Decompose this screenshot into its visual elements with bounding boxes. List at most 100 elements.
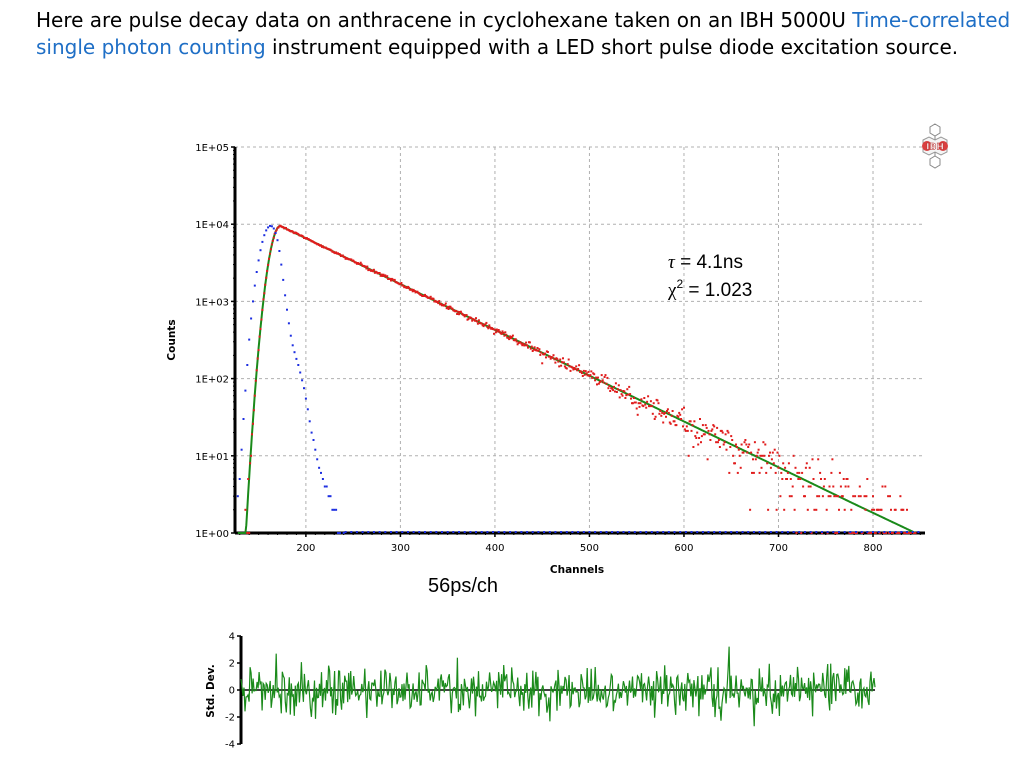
decay-point [579,370,582,373]
decay-point [444,302,447,305]
decay-point [581,375,584,377]
decay-point [748,443,751,446]
residuals-y-tick-label: 2 [229,659,235,670]
irf-baseline-point [684,531,687,533]
irf-point [303,387,305,390]
irf-baseline-point [429,531,432,533]
decay-point [884,485,887,488]
decay-point [788,495,791,498]
decay-point [263,292,266,295]
decay-point [269,252,271,255]
decay-point [611,387,614,390]
decay-point [563,365,566,368]
decay-point [850,508,853,511]
decay-point [474,319,477,322]
irf-baseline-point [798,531,801,533]
irf-point [242,418,245,420]
decay-point [335,251,338,254]
y-tick-label: 1E+04 [195,220,229,231]
decay-point [497,329,500,331]
decay-point [476,320,478,323]
decay-point [411,290,414,293]
decay-point [713,425,716,428]
irf-baseline-point [707,531,710,533]
decay-point [760,466,763,469]
decay-point [569,369,572,372]
decay-point [577,368,580,370]
irf-point [327,495,330,498]
irf-baseline-point [872,531,874,533]
decay-point [533,346,536,349]
decay-point [482,325,485,328]
decay-point [795,532,798,534]
decay-point [873,508,875,511]
decay-point [447,308,450,310]
decay-point [851,532,854,534]
decay-point [686,429,689,432]
decay-point [256,357,259,360]
decay-point [484,323,487,326]
irf-point [310,431,313,434]
decay-point [727,431,730,434]
decay-point [495,328,498,331]
y-tick-label: 1E+01 [195,452,229,463]
decay-point [634,401,637,404]
decay-point [758,471,761,474]
decay-point [720,429,723,432]
decay-point [665,415,667,418]
decay-point [659,410,662,412]
decay-point [764,443,767,446]
residuals-y-tick-label: -4 [225,740,235,751]
decay-point [786,478,788,480]
irf-baseline-point [889,531,891,533]
decay-point [906,508,908,511]
irf-baseline-point [821,531,823,533]
irf-baseline-point [855,531,857,533]
irf-baseline-point [633,531,636,533]
irf-point [265,229,268,232]
decay-point [513,339,516,342]
irf-point [259,249,262,252]
tcspc-link[interactable]: Time-correlated single photon counting [36,8,1011,59]
irf-baseline-point [645,531,648,533]
decay-point [899,495,902,498]
decay-point [836,532,839,534]
decay-point [805,462,808,465]
logo-text: IBH [926,143,944,153]
decay-point [811,458,814,461]
irf-baseline-point [894,531,897,533]
irf-point [308,420,311,423]
x-tick-label: 600 [674,543,693,554]
irf-baseline-point [548,531,551,533]
irf-point [269,224,271,227]
irf-baseline-point [877,531,880,533]
irf-baseline-point [815,531,818,533]
decay-point [689,420,692,423]
decay-point [695,437,698,439]
decay-point [382,273,385,276]
irf-baseline-point [424,531,426,533]
decay-point [341,254,344,257]
decay-point [525,341,528,344]
decay-point [302,235,305,238]
irf-baseline-point [667,531,670,533]
y-tick-label: 1E+02 [195,375,229,386]
residuals-y-tick-label: -2 [225,713,235,724]
irf-baseline-point [537,531,540,533]
irf-point [272,227,275,230]
decay-point [820,478,822,480]
y-tick-label: 1E+03 [195,297,229,308]
decay-point [909,532,912,534]
decay-point [715,441,718,444]
decay-point [791,485,794,488]
decay-point [620,393,623,396]
decay-point [459,310,462,313]
decay-point [746,451,749,454]
decay-point [837,495,839,498]
irf-point [289,334,292,337]
decay-point [730,435,733,438]
irf-point [253,284,256,287]
decay-point [252,422,254,425]
irf-baseline-point [418,531,421,533]
